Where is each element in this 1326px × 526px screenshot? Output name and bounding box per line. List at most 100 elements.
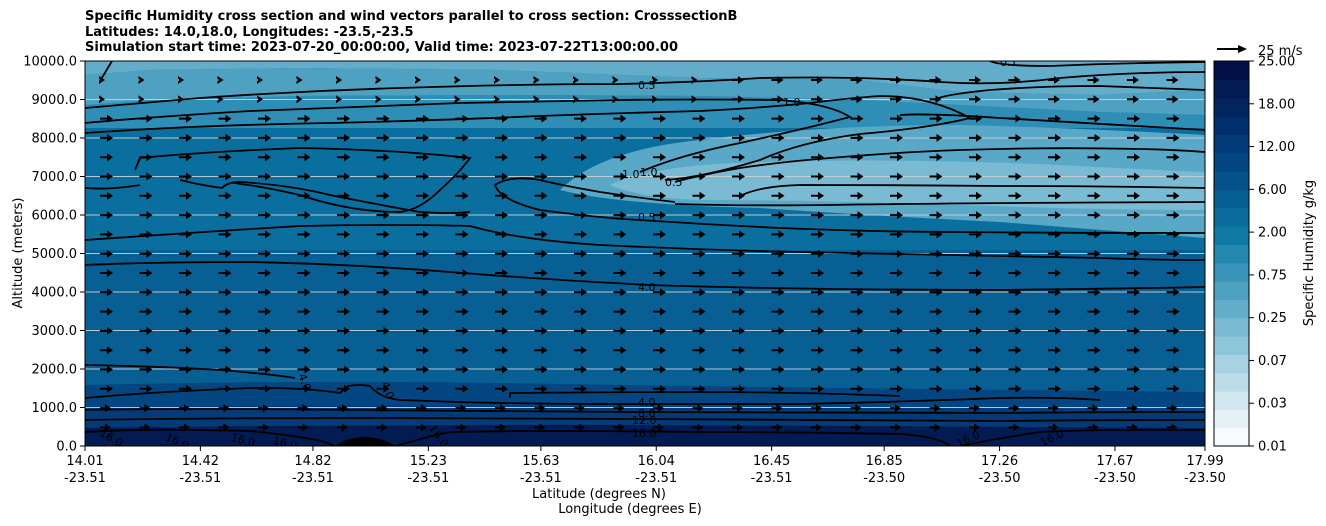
wind-vector-arrow bbox=[811, 191, 824, 200]
wind-vector-arrow bbox=[1127, 307, 1140, 316]
wind-vector-arrow bbox=[297, 404, 309, 413]
y-axis: 0.0 1000.0 2000.0 3000.0 4000.0 5000.0 6000.0 7… bbox=[23, 55, 85, 455]
wind-vector-arrow bbox=[258, 249, 271, 258]
wind-vector-arrow bbox=[1166, 133, 1180, 142]
wind-vector-arrow bbox=[100, 384, 113, 393]
wind-vector-arrow bbox=[495, 269, 508, 277]
wind-vector-arrow bbox=[534, 114, 548, 123]
wind-vector-arrow bbox=[771, 211, 785, 220]
wind-vector-arrow bbox=[1048, 114, 1061, 123]
wind-vector-arrow bbox=[692, 230, 706, 239]
wind-vector-arrow bbox=[732, 153, 745, 162]
wind-vector-arrow bbox=[1087, 249, 1101, 258]
wind-vector-arrow bbox=[771, 133, 785, 142]
wind-vector-arrow bbox=[969, 404, 980, 413]
wind-vector-arrow bbox=[574, 153, 587, 162]
wind-vector-arrow bbox=[218, 114, 232, 123]
wind-vector-arrow bbox=[257, 95, 263, 104]
wind-vector-arrow bbox=[455, 423, 467, 432]
quiver-key: 25 m/s bbox=[1217, 44, 1303, 59]
contour-label: 1.0 bbox=[783, 96, 801, 109]
x-tick-label-lon: -23.51 bbox=[635, 471, 677, 486]
wind-vector-arrow bbox=[732, 288, 745, 297]
wind-vector-arrow bbox=[376, 249, 390, 258]
wind-vector-arrow bbox=[297, 153, 311, 162]
wind-vector-arrow bbox=[218, 172, 232, 181]
wind-vector-arrow bbox=[1166, 230, 1180, 239]
wind-vector-arrow bbox=[1166, 307, 1180, 316]
wind-vector-arrow bbox=[455, 269, 469, 277]
wind-vector-arrow bbox=[771, 365, 785, 374]
wind-vector-arrow bbox=[1008, 153, 1022, 162]
wind-vector-arrow bbox=[139, 365, 153, 374]
colorbar-tick-label: 0.03 bbox=[1258, 397, 1287, 412]
wind-vector-arrow bbox=[1087, 172, 1101, 181]
quiver-key-label: 25 m/s bbox=[1258, 44, 1303, 59]
contour-label: 4.0 bbox=[638, 396, 656, 409]
wind-vector-arrow bbox=[890, 114, 903, 123]
wind-vector-arrow bbox=[692, 172, 706, 181]
wind-vector-arrow bbox=[652, 95, 658, 104]
colorbar-swatch bbox=[1214, 226, 1249, 245]
wind-vector-arrow bbox=[771, 269, 785, 277]
wind-vector-arrow bbox=[771, 95, 784, 104]
wind-vector-arrow bbox=[179, 114, 192, 123]
wind-vector-arrow bbox=[613, 384, 627, 393]
wind-vector-arrow bbox=[1087, 384, 1101, 393]
wind-vector-arrow bbox=[337, 288, 350, 297]
wind-vector-arrow bbox=[613, 307, 627, 316]
wind-vector-arrow bbox=[1048, 249, 1061, 258]
colorbar-swatch bbox=[1214, 391, 1249, 410]
wind-vector-arrow bbox=[258, 423, 269, 432]
chart-title-line-3: Simulation start time: 2023-07-20_00:00:… bbox=[85, 40, 678, 55]
wind-vector-arrow bbox=[495, 307, 508, 316]
wind-vector-arrow bbox=[139, 153, 153, 162]
wind-vector-arrow bbox=[455, 326, 469, 335]
colorbar-swatch bbox=[1214, 207, 1249, 227]
wind-vector-arrow bbox=[850, 191, 864, 200]
wind-vector-arrow bbox=[1166, 404, 1178, 413]
wind-vector-arrow bbox=[613, 133, 627, 142]
wind-vector-arrow bbox=[771, 114, 785, 123]
wind-vector-arrow bbox=[574, 172, 587, 181]
wind-vector-arrow bbox=[217, 95, 224, 104]
wind-vector-arrow bbox=[811, 230, 824, 239]
wind-vector-arrow bbox=[969, 191, 982, 200]
wind-vector-arrow bbox=[100, 191, 113, 200]
wind-vector-arrow bbox=[929, 153, 943, 162]
wind-vector-arrow bbox=[811, 249, 824, 258]
wind-vector-arrow bbox=[653, 307, 666, 316]
wind-vector-arrow bbox=[1166, 172, 1180, 181]
wind-vector-arrow bbox=[1166, 365, 1180, 374]
wind-vector-arrow bbox=[337, 133, 350, 142]
colorbar-tick-label: 0.01 bbox=[1258, 440, 1287, 455]
contour-label: 1.0 bbox=[622, 168, 640, 181]
wind-vector-arrow bbox=[969, 326, 982, 335]
wind-vector-arrow bbox=[454, 95, 461, 104]
wind-vector-arrow bbox=[217, 76, 224, 84]
wind-vector-arrow bbox=[574, 191, 587, 200]
wind-vector-arrow bbox=[574, 211, 587, 220]
wind-vector-arrow bbox=[415, 76, 421, 84]
wind-vector-arrow bbox=[811, 211, 824, 220]
wind-vector-arrow bbox=[258, 133, 271, 142]
wind-vector-arrow bbox=[455, 384, 469, 393]
wind-vector-arrow bbox=[1127, 384, 1140, 393]
wind-vector-arrow bbox=[929, 114, 943, 123]
wind-vector-arrow bbox=[574, 346, 587, 355]
contour-label: 0.1 bbox=[1000, 56, 1018, 69]
wind-vector-arrow bbox=[416, 172, 429, 181]
x-tick-label-lat: 15.23 bbox=[410, 454, 447, 469]
wind-vector-arrow bbox=[613, 211, 627, 220]
wind-vector-arrow bbox=[1048, 191, 1061, 200]
wind-vector-arrow bbox=[811, 307, 824, 316]
wind-vector-arrow bbox=[969, 423, 980, 432]
wind-vector-arrow bbox=[179, 269, 192, 277]
x-axis-label-longitude: Longitude (degrees E) bbox=[558, 502, 702, 517]
wind-vector-arrow bbox=[574, 404, 585, 413]
wind-vector-arrow bbox=[337, 346, 350, 355]
wind-vector-arrow bbox=[100, 249, 113, 258]
contour-line-16-0-right bbox=[959, 428, 1205, 446]
wind-vector-arrow bbox=[1008, 288, 1022, 297]
wind-vector-arrow bbox=[850, 288, 864, 297]
